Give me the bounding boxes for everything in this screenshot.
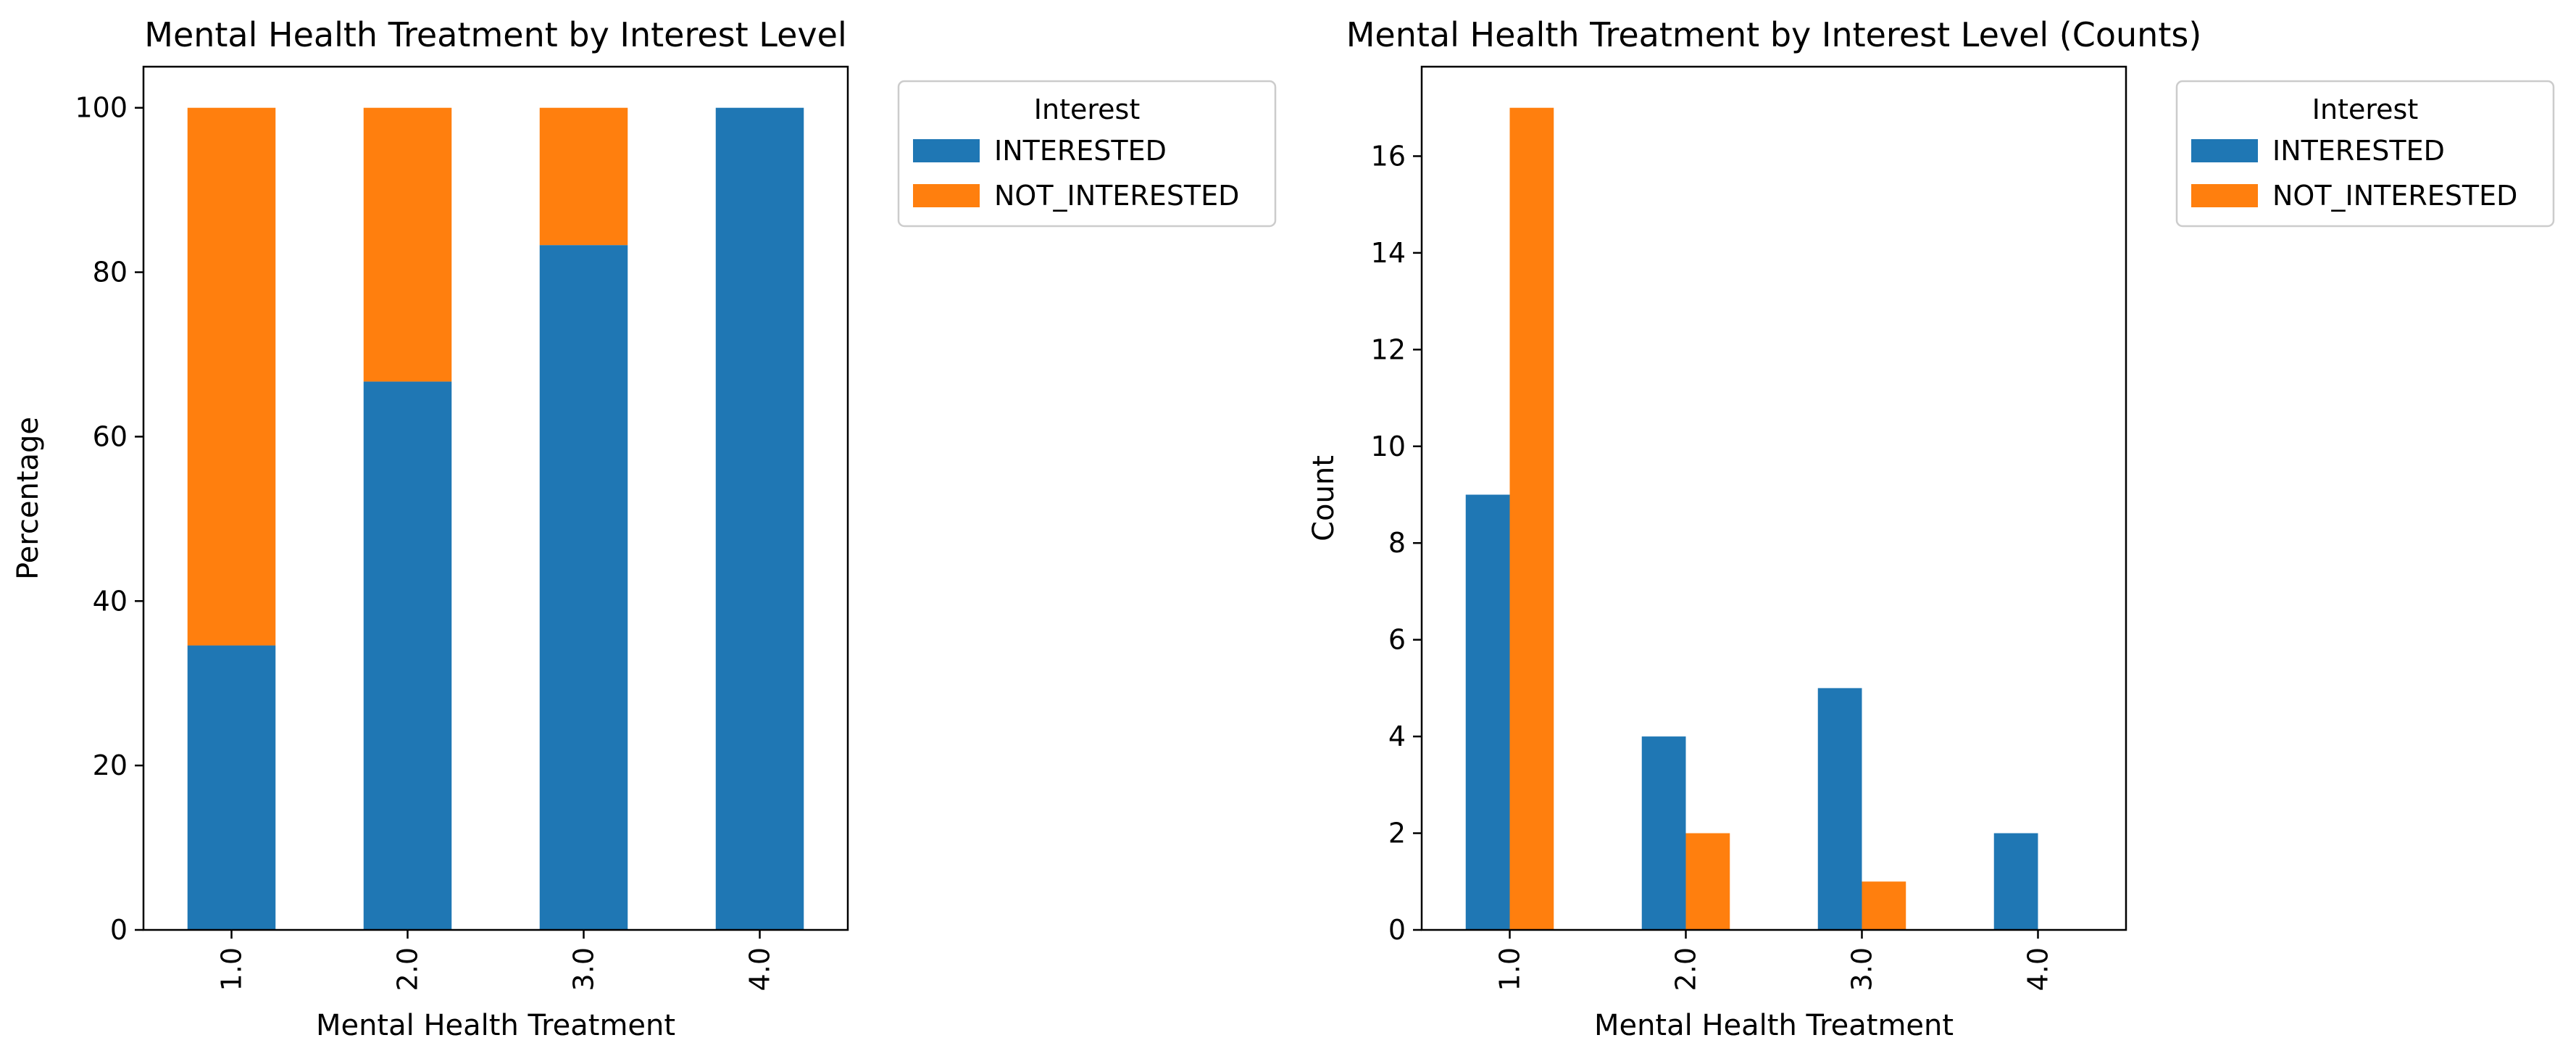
x-tick-label: 4.0 [2022, 947, 2054, 991]
chart-title: Mental Health Treatment by Interest Leve… [144, 15, 846, 54]
legend-box [2175, 80, 2555, 228]
legend-label-not-interested: NOT_INTERESTED [2272, 180, 2517, 212]
y-tick-label: 10 [1371, 431, 1406, 462]
x-tick-label: 1.0 [216, 947, 248, 991]
x-tick-label: 3.0 [1846, 947, 1878, 991]
y-tick-label: 20 [93, 749, 128, 781]
bar-interested-2-0 [363, 381, 452, 930]
bar-not-interested-1-0 [1509, 107, 1554, 931]
x-axis-label: Mental Health Treatment [1594, 1009, 1954, 1042]
legend-box [897, 80, 1277, 228]
bar-interested-3-0 [1817, 688, 1862, 930]
legend-label-interested: INTERESTED [2272, 135, 2445, 167]
y-tick-label: 100 [75, 92, 128, 124]
y-tick-label: 0 [1388, 914, 1406, 946]
y-tick-label: 4 [1388, 720, 1406, 752]
bar-not-interested-3-0 [539, 107, 628, 246]
axes-frame [142, 65, 849, 931]
bar-not-interested-1-0 [187, 107, 276, 646]
axes-frame [1420, 65, 2127, 931]
bar-interested-2-0 [1641, 736, 1686, 930]
bar-interested-4-0 [1993, 833, 2038, 930]
percentage-stacked-bar-chart: 0 20 40 60 80 100 1.0 2.0 3.0 4.0 Mental Health Tr… [12, 15, 1277, 1042]
legend-swatch-interested [913, 139, 980, 162]
y-tick-label: 80 [93, 257, 128, 288]
bar-interested-3-0 [539, 245, 628, 930]
y-tick-label: 2 [1388, 818, 1406, 849]
y-tick-label: 6 [1388, 624, 1406, 656]
y-tick-label: 0 [110, 914, 128, 946]
legend-title: Interest [1034, 93, 1140, 125]
x-tick-label: 2.0 [392, 947, 424, 991]
y-tick-label: 60 [93, 420, 128, 452]
x-tick-label: 3.0 [568, 947, 600, 991]
x-tick-label: 2.0 [1670, 947, 1702, 991]
count-grouped-bar-chart: 0 2 4 6 8 10 12 14 16 1.0 2.0 3.0 4.0 Mental Health T… [1307, 15, 2555, 1042]
bar-interested-4-0 [715, 107, 804, 931]
y-tick-label: 8 [1388, 527, 1406, 559]
y-axis-label: Percentage [12, 417, 45, 580]
x-tick-label: 4.0 [744, 947, 776, 991]
legend-swatch-not-interested [2191, 184, 2258, 207]
x-tick-label: 1.0 [1494, 947, 1526, 991]
y-tick-label: 40 [93, 585, 128, 617]
bar-interested-1-0 [187, 645, 276, 930]
legend-swatch-not-interested [913, 184, 980, 207]
chart-title: Mental Health Treatment by Interest Leve… [1346, 15, 2202, 54]
y-tick-label: 12 [1371, 333, 1406, 365]
legend-title: Interest [2312, 93, 2418, 125]
legend-label-not-interested: NOT_INTERESTED [994, 180, 1239, 212]
y-axis-label: Count [1307, 455, 1341, 541]
x-axis-label: Mental Health Treatment [316, 1009, 675, 1042]
legend-swatch-interested [2191, 139, 2258, 162]
bar-interested-1-0 [1465, 494, 1510, 930]
bar-not-interested-2-0 [1685, 833, 1730, 930]
bar-not-interested-3-0 [1862, 881, 1906, 930]
y-tick-label: 14 [1371, 237, 1406, 269]
y-tick-label: 16 [1371, 140, 1406, 172]
legend-label-interested: INTERESTED [994, 135, 1167, 167]
bar-not-interested-2-0 [363, 107, 452, 382]
